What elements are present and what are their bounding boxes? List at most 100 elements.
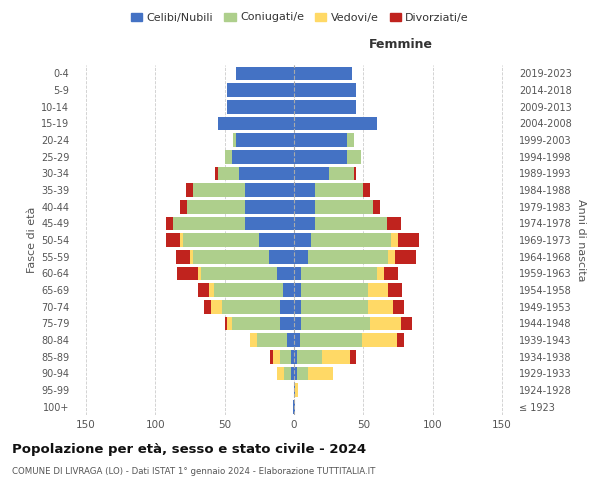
Bar bbox=[233, 133, 236, 147]
Bar bbox=[291, 350, 294, 364]
Bar bbox=[294, 100, 356, 114]
Bar bbox=[308, 366, 333, 380]
Bar bbox=[294, 66, 352, 80]
Bar bbox=[193, 250, 269, 264]
Bar bbox=[227, 100, 294, 114]
Bar bbox=[395, 250, 416, 264]
Bar bbox=[245, 216, 294, 230]
Bar bbox=[280, 300, 294, 314]
Text: COMUNE DI LIVRAGA (LO) - Dati ISTAT 1° gennaio 2024 - Elaborazione TUTTITALIA.IT: COMUNE DI LIVRAGA (LO) - Dati ISTAT 1° g… bbox=[12, 468, 376, 476]
Bar bbox=[183, 233, 259, 247]
Bar bbox=[397, 333, 404, 347]
Bar bbox=[294, 283, 301, 297]
Bar bbox=[294, 150, 347, 164]
Bar bbox=[224, 316, 227, 330]
Bar bbox=[178, 266, 198, 280]
Bar bbox=[239, 166, 294, 180]
Bar bbox=[315, 183, 364, 197]
Bar bbox=[370, 316, 401, 330]
Bar bbox=[373, 200, 380, 213]
Bar bbox=[198, 266, 201, 280]
Bar bbox=[350, 350, 356, 364]
Bar bbox=[297, 366, 308, 380]
Bar bbox=[257, 333, 287, 347]
Bar bbox=[368, 300, 392, 314]
Bar bbox=[215, 166, 218, 180]
Bar bbox=[180, 200, 187, 213]
Bar bbox=[294, 366, 297, 380]
Bar bbox=[193, 183, 245, 197]
Bar bbox=[294, 83, 356, 97]
Bar bbox=[293, 400, 294, 413]
Bar bbox=[294, 116, 377, 130]
Y-axis label: Anni di nascita: Anni di nascita bbox=[576, 198, 586, 281]
Bar bbox=[232, 316, 280, 330]
Bar bbox=[294, 333, 299, 347]
Bar bbox=[283, 283, 294, 297]
Bar bbox=[294, 266, 301, 280]
Bar bbox=[218, 116, 294, 130]
Bar bbox=[384, 266, 398, 280]
Bar bbox=[232, 150, 294, 164]
Bar bbox=[311, 233, 391, 247]
Bar bbox=[297, 350, 322, 364]
Text: Popolazione per età, sesso e stato civile - 2024: Popolazione per età, sesso e stato civil… bbox=[12, 442, 366, 456]
Bar bbox=[166, 233, 180, 247]
Bar bbox=[295, 383, 298, 397]
Bar bbox=[294, 216, 315, 230]
Bar bbox=[273, 350, 280, 364]
Bar bbox=[236, 66, 294, 80]
Bar bbox=[294, 300, 301, 314]
Bar bbox=[227, 83, 294, 97]
Bar bbox=[401, 316, 412, 330]
Bar bbox=[187, 200, 245, 213]
Bar bbox=[347, 133, 353, 147]
Bar bbox=[211, 300, 222, 314]
Bar bbox=[269, 250, 294, 264]
Bar bbox=[353, 166, 356, 180]
Y-axis label: Fasce di età: Fasce di età bbox=[26, 207, 37, 273]
Legend: Celibi/Nubili, Coniugati/e, Vedovi/e, Divorziati/e: Celibi/Nubili, Coniugati/e, Vedovi/e, Di… bbox=[127, 8, 473, 27]
Bar bbox=[329, 166, 353, 180]
Bar bbox=[186, 183, 193, 197]
Bar bbox=[362, 333, 397, 347]
Bar bbox=[259, 233, 294, 247]
Bar bbox=[301, 300, 368, 314]
Bar bbox=[166, 216, 173, 230]
Bar bbox=[218, 166, 239, 180]
Bar bbox=[301, 316, 370, 330]
Bar bbox=[236, 133, 294, 147]
Bar bbox=[308, 250, 388, 264]
Text: Femmine: Femmine bbox=[368, 38, 433, 51]
Bar bbox=[245, 183, 294, 197]
Bar bbox=[294, 400, 295, 413]
Bar bbox=[315, 216, 387, 230]
Bar bbox=[250, 333, 257, 347]
Bar bbox=[364, 183, 370, 197]
Bar bbox=[277, 366, 284, 380]
Bar bbox=[294, 350, 297, 364]
Bar bbox=[204, 300, 211, 314]
Bar bbox=[222, 300, 280, 314]
Bar bbox=[398, 233, 419, 247]
Bar bbox=[294, 383, 295, 397]
Bar bbox=[245, 200, 294, 213]
Bar bbox=[294, 316, 301, 330]
Bar bbox=[291, 366, 294, 380]
Bar bbox=[294, 166, 329, 180]
Bar bbox=[387, 216, 401, 230]
Bar bbox=[180, 233, 183, 247]
Bar bbox=[322, 350, 350, 364]
Bar bbox=[294, 200, 315, 213]
Bar bbox=[391, 233, 398, 247]
Bar bbox=[388, 283, 402, 297]
Bar bbox=[209, 283, 214, 297]
Bar bbox=[271, 350, 273, 364]
Bar bbox=[301, 266, 377, 280]
Bar bbox=[201, 266, 277, 280]
Bar bbox=[176, 250, 190, 264]
Bar bbox=[198, 283, 209, 297]
Bar bbox=[294, 133, 347, 147]
Bar bbox=[214, 283, 283, 297]
Bar bbox=[347, 150, 361, 164]
